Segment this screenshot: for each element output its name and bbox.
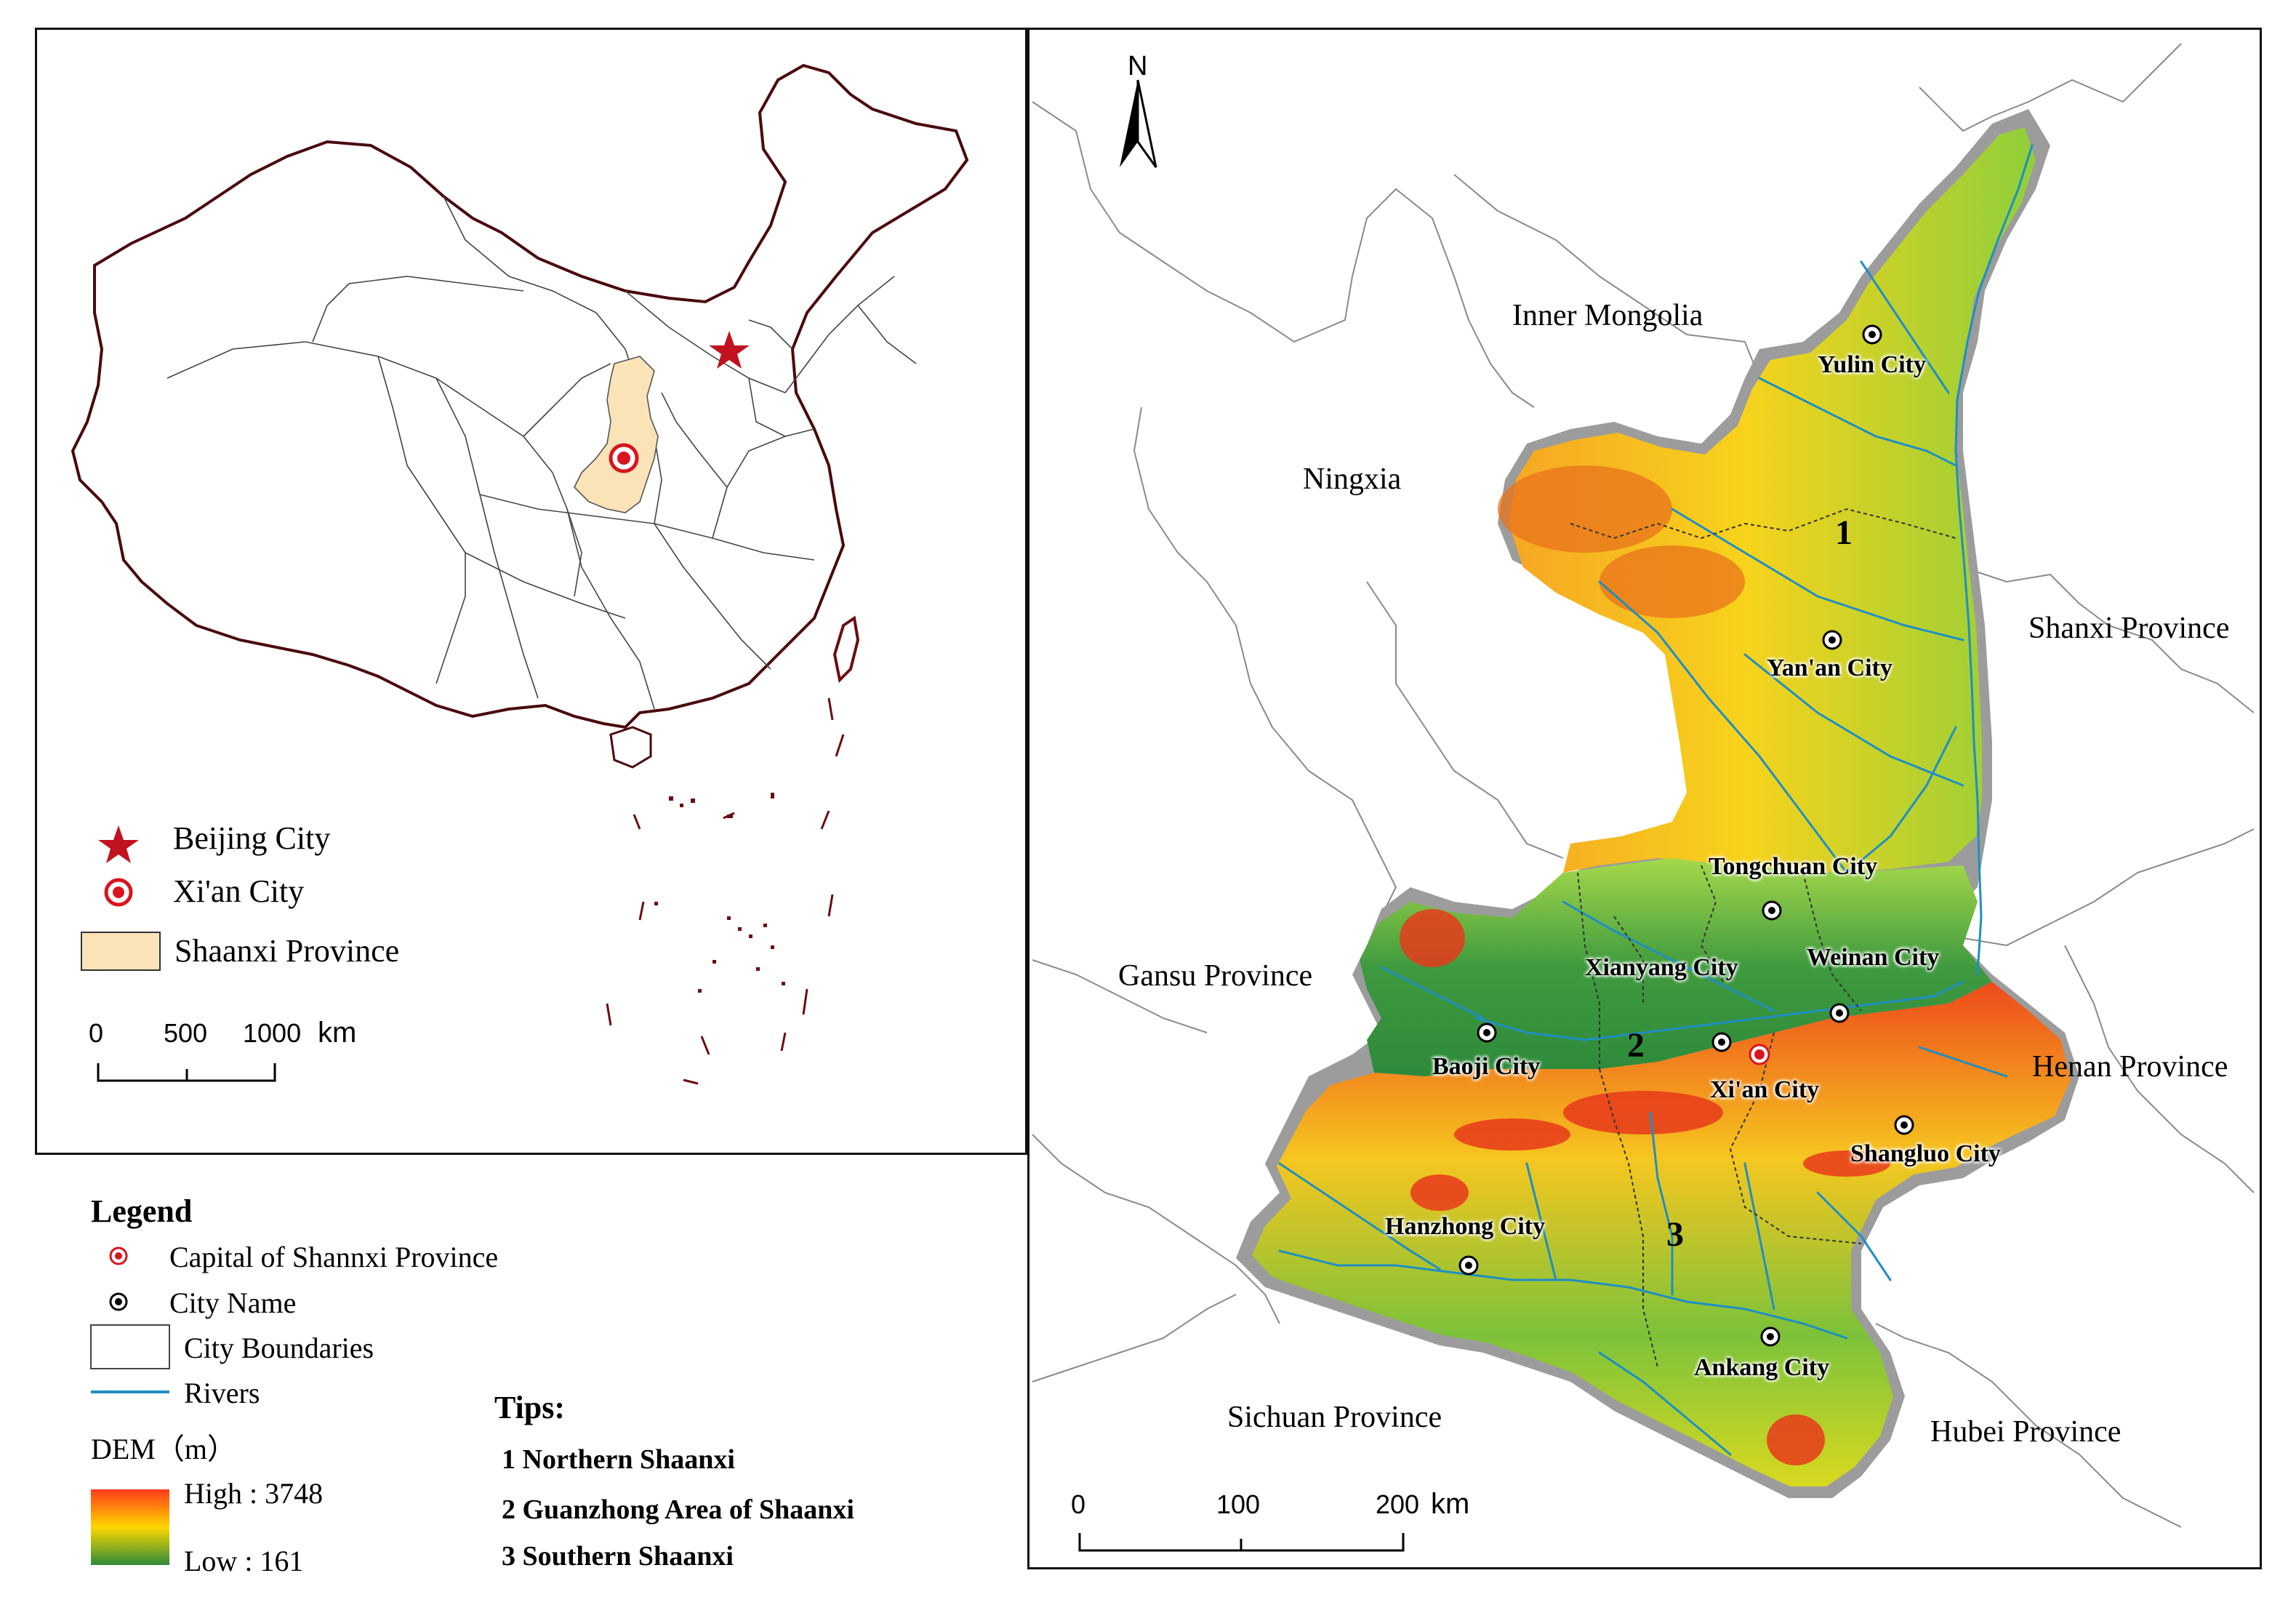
legend-star-icon: [98, 825, 139, 863]
label-tongchuan-city: Tongchuan City: [1709, 853, 1878, 880]
label-weinan-city: Weinan City: [1807, 944, 1940, 971]
city-marker-icon: [1458, 1255, 1479, 1276]
city-marker-icon: [1862, 324, 1882, 345]
label-sichuan: Sichuan Province: [1227, 1401, 1442, 1434]
main-scale-0: 0: [1071, 1489, 1086, 1519]
city-markers: [1458, 324, 1914, 1347]
tips-item-3: 3 Southern Shaanxi: [502, 1541, 734, 1572]
tips-item-1: 1 Northern Shaanxi: [502, 1444, 735, 1475]
label-gansu: Gansu Province: [1118, 959, 1313, 993]
label-shanxi: Shanxi Province: [2028, 612, 2230, 645]
legend-shaanxi-label: Shaanxi Province: [174, 933, 400, 969]
legend-dem-high: High : 3748: [184, 1477, 324, 1510]
legend-capital-label: Capital of Shannxi Province: [169, 1241, 499, 1273]
legend-city-label: City Name: [169, 1286, 297, 1319]
legend-boundaries-label: City Boundaries: [184, 1332, 374, 1364]
label-xianyang-city: Xianyang City: [1585, 954, 1738, 981]
legend-shaanxi-swatch: [81, 932, 161, 971]
label-ankang-city: Ankang City: [1694, 1354, 1830, 1381]
label-yanan-city: Yan'an City: [1767, 655, 1892, 681]
legend-beijing-label: Beijing City: [173, 820, 331, 856]
capital-marker-icon: [1749, 1044, 1770, 1065]
label-hubei: Hubei Province: [1930, 1415, 2122, 1449]
overview-scale-unit: km: [318, 1017, 357, 1049]
north-arrow-label: N: [1128, 51, 1148, 81]
legend-rivers-label: Rivers: [184, 1377, 260, 1409]
overview-scale-1000: 1000: [243, 1018, 302, 1048]
city-marker-icon: [1762, 900, 1782, 921]
legend-dem-title: DEM（m）: [91, 1433, 236, 1465]
taiwan-island: [832, 615, 860, 684]
label-baoji-city: Baoji City: [1432, 1053, 1541, 1080]
southern-shaanxi-terrain: [1252, 982, 2071, 1486]
legend-boundary-swatch: [90, 1324, 170, 1369]
main-scale-unit: km: [1431, 1488, 1470, 1520]
legend-dem-ramp: [91, 1489, 169, 1565]
tips-item-2: 2 Guanzhong Area of Shaanxi: [502, 1494, 854, 1525]
north-arrow-icon: [1120, 79, 1157, 168]
city-marker-icon: [1760, 1326, 1781, 1347]
china-outline: [71, 63, 969, 729]
label-yulin-city: Yulin City: [1818, 351, 1926, 378]
guanzhong-terrain: [1360, 858, 1992, 1076]
main-scale-100: 100: [1216, 1489, 1261, 1519]
label-xian-city: Xi'an City: [1710, 1076, 1820, 1103]
city-marker-icon: [1894, 1115, 1914, 1135]
legend-dem-low: Low : 161: [184, 1545, 304, 1577]
city-marker-icon: [1822, 630, 1842, 650]
northern-shaanxi-terrain: [1509, 127, 2036, 873]
overview-scale-500: 500: [164, 1018, 208, 1048]
main-scalebar: [1078, 1533, 1405, 1552]
beijing-star-icon: [709, 331, 750, 369]
overview-scalebar: [97, 1063, 276, 1082]
label-henan: Henan Province: [2032, 1050, 2228, 1084]
label-inner-mongolia: Inner Mongolia: [1512, 299, 1703, 332]
tips-title: Tips:: [494, 1390, 566, 1425]
city-marker-icon: [1711, 1032, 1732, 1052]
region-2-label: 2: [1627, 1026, 1645, 1065]
label-shangluo-city: Shangluo City: [1850, 1140, 2001, 1167]
hainan-island: [609, 726, 652, 769]
city-marker-icon: [1829, 1003, 1850, 1023]
main-scale-200: 200: [1376, 1489, 1420, 1519]
legend-xian-label: Xi'an City: [173, 873, 305, 909]
rivers: [1278, 144, 2034, 1456]
label-hanzhong-city: Hanzhong City: [1385, 1213, 1546, 1240]
overview-scale-0: 0: [89, 1018, 104, 1048]
shaanxi-highlight: [574, 356, 659, 513]
region-1-label: 1: [1835, 513, 1853, 552]
label-ningxia: Ningxia: [1303, 463, 1402, 496]
legend-title: Legend: [91, 1193, 193, 1229]
region-3-label: 3: [1666, 1215, 1684, 1254]
city-marker-icon: [1477, 1022, 1497, 1043]
